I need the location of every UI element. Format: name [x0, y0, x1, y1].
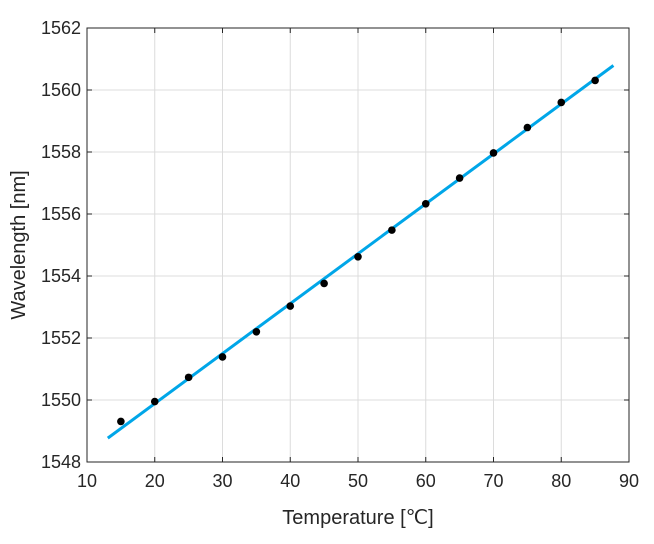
- x-tick-label: 40: [280, 471, 300, 491]
- data-point: [117, 417, 125, 426]
- plot-frame: [86, 27, 630, 463]
- data-point: [388, 226, 396, 234]
- data-point: [184, 373, 193, 382]
- y-tick-label: 1548: [41, 452, 81, 472]
- ticks: 10 20 30 40 50 60 70 80 90 1548 1550 1552 1554 1556 15…: [41, 18, 639, 491]
- x-tick-label: 30: [212, 471, 232, 491]
- y-tick-label: 1560: [41, 80, 81, 100]
- series: [106, 64, 615, 440]
- x-tick-label: 10: [77, 471, 97, 491]
- x-axis-label: Temperature [℃]: [282, 507, 433, 529]
- data-point: [354, 252, 362, 261]
- data-point: [218, 353, 227, 361]
- x-tick-label: 80: [551, 471, 571, 491]
- y-tick-label: 1556: [41, 204, 81, 224]
- y-tick-label: 1562: [41, 18, 81, 38]
- x-tick-label: 90: [619, 471, 639, 491]
- y-tick-label: 1558: [41, 142, 81, 162]
- data-point: [455, 174, 464, 182]
- data-point: [252, 328, 261, 336]
- data-point: [320, 279, 328, 288]
- x-tick-label: 60: [416, 471, 436, 491]
- y-axis-label: Wavelength [nm]: [8, 170, 30, 319]
- data-point: [421, 199, 430, 208]
- y-tick-label: 1550: [41, 390, 81, 410]
- data-point: [489, 149, 498, 157]
- x-tick-label: 20: [145, 471, 165, 491]
- x-tick-label: 50: [348, 471, 368, 491]
- y-tick-label: 1552: [41, 328, 81, 348]
- data-point: [150, 397, 159, 406]
- data-point: [286, 302, 295, 310]
- data-point: [557, 98, 566, 107]
- data-point: [523, 123, 532, 132]
- y-tick-label: 1554: [41, 266, 81, 286]
- data-point: [591, 76, 599, 85]
- x-tick-label: 70: [483, 471, 503, 491]
